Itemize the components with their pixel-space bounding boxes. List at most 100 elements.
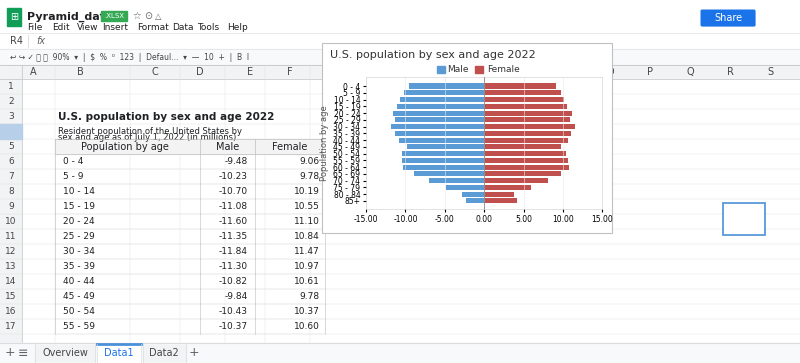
Text: -11.60: -11.60 — [219, 217, 248, 226]
Bar — [462, 192, 484, 197]
Bar — [484, 110, 572, 115]
Bar — [484, 90, 562, 95]
Bar — [484, 185, 531, 190]
Bar — [484, 192, 514, 197]
Bar — [466, 198, 484, 203]
Text: Format: Format — [138, 23, 169, 32]
Text: -10.37: -10.37 — [219, 322, 248, 331]
Text: Share: Share — [714, 13, 742, 23]
Text: 9.06: 9.06 — [300, 157, 320, 166]
Text: Help: Help — [227, 23, 248, 32]
Bar — [723, 203, 765, 235]
Text: A: A — [30, 67, 36, 77]
Text: I: I — [369, 67, 371, 77]
Text: △: △ — [155, 12, 162, 20]
Text: H: H — [326, 67, 334, 77]
Bar — [484, 117, 570, 122]
Text: 13: 13 — [6, 262, 17, 271]
Text: -10.82: -10.82 — [219, 277, 248, 286]
Text: ⊙: ⊙ — [144, 11, 152, 21]
Text: ☆: ☆ — [132, 11, 141, 21]
Text: U.S. population by sex and age 2022: U.S. population by sex and age 2022 — [330, 50, 536, 60]
Text: R: R — [726, 67, 734, 77]
Text: -9.48: -9.48 — [225, 157, 248, 166]
Text: S: S — [767, 67, 773, 77]
Bar — [322, 43, 612, 233]
Text: Female: Female — [487, 65, 520, 73]
Text: File: File — [27, 23, 42, 32]
FancyBboxPatch shape — [701, 9, 755, 26]
Text: D: D — [196, 67, 204, 77]
Text: Q: Q — [686, 67, 694, 77]
Text: +: + — [5, 347, 15, 359]
Text: Male: Male — [216, 142, 240, 151]
Text: -10.70: -10.70 — [219, 187, 248, 196]
Text: 55 - 59: 55 - 59 — [63, 322, 95, 331]
Text: 5 - 9: 5 - 9 — [63, 172, 83, 181]
Text: Population by age: Population by age — [81, 142, 169, 151]
Bar — [484, 83, 555, 89]
Text: G: G — [322, 67, 329, 77]
Bar — [484, 158, 568, 163]
Text: 2: 2 — [8, 97, 14, 106]
Text: 10: 10 — [6, 217, 17, 226]
Text: -9.84: -9.84 — [225, 292, 248, 301]
Text: F: F — [287, 67, 293, 77]
Text: -10.43: -10.43 — [219, 307, 248, 316]
Text: 10.97: 10.97 — [294, 262, 320, 271]
Bar — [55, 139, 325, 154]
Bar — [391, 124, 484, 129]
Text: -11.84: -11.84 — [219, 247, 248, 256]
Text: 16: 16 — [6, 307, 17, 316]
Text: 12: 12 — [6, 247, 17, 256]
Text: N: N — [566, 67, 574, 77]
Bar — [437, 66, 445, 73]
Text: J: J — [409, 67, 411, 77]
Text: 7: 7 — [8, 172, 14, 181]
Text: Female: Female — [272, 142, 308, 151]
Bar — [35, 345, 95, 361]
Bar — [484, 104, 567, 109]
Bar — [484, 138, 568, 143]
Text: 0 - 4: 0 - 4 — [63, 157, 83, 166]
Y-axis label: Population by age: Population by age — [320, 106, 330, 182]
Text: -11.30: -11.30 — [219, 262, 248, 271]
Text: 6: 6 — [8, 157, 14, 166]
Text: 9.78: 9.78 — [300, 172, 320, 181]
Bar — [0, 49, 800, 65]
Bar — [101, 11, 127, 21]
Text: View: View — [78, 23, 99, 32]
Bar — [484, 97, 565, 102]
Text: 10.19: 10.19 — [294, 187, 320, 196]
Text: 17: 17 — [6, 322, 17, 331]
Text: Male: Male — [447, 65, 469, 73]
Bar — [0, 79, 22, 345]
Text: 10.60: 10.60 — [294, 322, 320, 331]
Bar — [410, 83, 484, 89]
Text: ≡: ≡ — [18, 347, 28, 359]
Text: 50 - 54: 50 - 54 — [63, 307, 95, 316]
Bar — [97, 344, 141, 363]
Text: 11.47: 11.47 — [294, 247, 320, 256]
Text: B: B — [77, 67, 83, 77]
Text: O: O — [606, 67, 614, 77]
Text: 10.84: 10.84 — [294, 232, 320, 241]
Text: 11: 11 — [6, 232, 17, 241]
Bar — [484, 151, 566, 156]
Text: 25 - 29: 25 - 29 — [63, 232, 94, 241]
Bar — [0, 343, 800, 363]
Bar — [0, 0, 800, 33]
Text: 1: 1 — [8, 82, 14, 91]
Text: 10.55: 10.55 — [294, 202, 320, 211]
Bar — [142, 345, 186, 361]
Text: 14: 14 — [6, 277, 17, 286]
Text: 10.37: 10.37 — [294, 307, 320, 316]
Text: -11.35: -11.35 — [219, 232, 248, 241]
Text: Edit: Edit — [52, 23, 70, 32]
Text: L: L — [487, 67, 493, 77]
Bar — [484, 164, 570, 170]
Text: 40 - 44: 40 - 44 — [63, 277, 94, 286]
Bar — [0, 33, 800, 49]
Text: 15: 15 — [6, 292, 17, 301]
Bar — [484, 124, 574, 129]
